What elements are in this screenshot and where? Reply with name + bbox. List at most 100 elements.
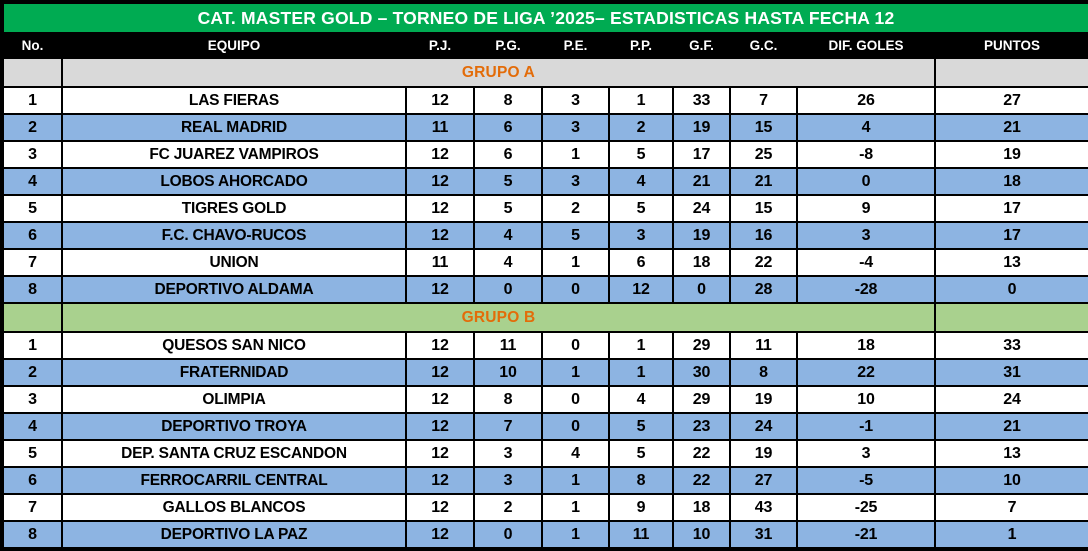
stat-gc-cell: 15: [729, 113, 798, 142]
stat-puntos-cell: 13: [934, 248, 1088, 277]
group-header-label: GRUPO A: [61, 57, 936, 88]
stat-dif-goles-cell: 22: [796, 358, 936, 387]
team-name-cell: DEPORTIVO LA PAZ: [61, 520, 407, 550]
stat-dif-goles-cell: 0: [796, 167, 936, 196]
stat-pp-cell: 8: [608, 466, 674, 495]
stat-gf-cell: 18: [672, 493, 731, 522]
group-header-spacer-right: [934, 57, 1088, 88]
group-header-spacer-left: [1, 302, 63, 333]
stat-dif-goles-cell: -8: [796, 140, 936, 169]
team-rank-cell: 3: [1, 385, 63, 414]
group-header-row: GRUPO B: [1, 302, 1088, 333]
team-name-cell: FC JUAREZ VAMPIROS: [61, 140, 407, 169]
stat-pj-cell: 12: [405, 194, 475, 223]
stat-pg-cell: 6: [473, 113, 543, 142]
stat-pe-cell: 3: [541, 167, 610, 196]
team-name-cell: F.C. CHAVO-RUCOS: [61, 221, 407, 250]
team-name-cell: UNION: [61, 248, 407, 277]
stat-pe-cell: 4: [541, 439, 610, 468]
stat-pp-cell: 4: [608, 385, 674, 414]
col-header-gf: G.F.: [672, 32, 731, 59]
stat-gc-cell: 43: [729, 493, 798, 522]
stat-pj-cell: 12: [405, 412, 475, 441]
stat-gc-cell: 19: [729, 385, 798, 414]
col-header-puntos: PUNTOS: [934, 32, 1088, 59]
stat-dif-goles-cell: 10: [796, 385, 936, 414]
team-rank-cell: 8: [1, 520, 63, 550]
stat-pe-cell: 1: [541, 493, 610, 522]
stat-gf-cell: 24: [672, 194, 731, 223]
stat-pp-cell: 5: [608, 439, 674, 468]
col-header-equipo: EQUIPO: [61, 32, 407, 59]
team-row: 3 FC JUAREZ VAMPIROS 12 6 1 5 17 25 -8 19: [1, 140, 1088, 169]
stat-pj-cell: 11: [405, 248, 475, 277]
stat-puntos-cell: 19: [934, 140, 1088, 169]
stat-gf-cell: 19: [672, 221, 731, 250]
stat-pj-cell: 12: [405, 385, 475, 414]
stat-gc-cell: 28: [729, 275, 798, 304]
col-header-pe: P.E.: [541, 32, 610, 59]
stat-pp-cell: 11: [608, 520, 674, 550]
stat-puntos-cell: 1: [934, 520, 1088, 550]
stat-pp-cell: 4: [608, 167, 674, 196]
stat-dif-goles-cell: 26: [796, 86, 936, 115]
team-row: 1 QUESOS SAN NICO 12 11 0 1 29 11 18 33: [1, 331, 1088, 360]
stat-dif-goles-cell: 9: [796, 194, 936, 223]
team-rank-cell: 5: [1, 439, 63, 468]
stat-puntos-cell: 21: [934, 113, 1088, 142]
group-header-row: GRUPO A: [1, 57, 1088, 88]
stat-pj-cell: 12: [405, 439, 475, 468]
stat-pe-cell: 3: [541, 113, 610, 142]
stat-pj-cell: 12: [405, 358, 475, 387]
team-rank-cell: 4: [1, 412, 63, 441]
team-name-cell: LOBOS AHORCADO: [61, 167, 407, 196]
stat-pp-cell: 3: [608, 221, 674, 250]
stat-dif-goles-cell: 18: [796, 331, 936, 360]
team-name-cell: GALLOS BLANCOS: [61, 493, 407, 522]
team-row: 8 DEPORTIVO LA PAZ 12 0 1 11 10 31 -21 1: [1, 520, 1088, 550]
stat-pe-cell: 0: [541, 412, 610, 441]
stat-dif-goles-cell: -25: [796, 493, 936, 522]
stat-dif-goles-cell: -21: [796, 520, 936, 550]
stat-pe-cell: 1: [541, 140, 610, 169]
stat-dif-goles-cell: -28: [796, 275, 936, 304]
stat-pj-cell: 12: [405, 331, 475, 360]
stat-puntos-cell: 17: [934, 194, 1088, 223]
stat-pp-cell: 5: [608, 412, 674, 441]
stat-pg-cell: 4: [473, 221, 543, 250]
team-row: 3 OLIMPIA 12 8 0 4 29 19 10 24: [1, 385, 1088, 414]
stat-pe-cell: 1: [541, 466, 610, 495]
team-rank-cell: 7: [1, 248, 63, 277]
stat-pe-cell: 0: [541, 385, 610, 414]
stat-gf-cell: 23: [672, 412, 731, 441]
stat-dif-goles-cell: -4: [796, 248, 936, 277]
stat-puntos-cell: 33: [934, 331, 1088, 360]
stat-gf-cell: 29: [672, 331, 731, 360]
stat-pg-cell: 0: [473, 275, 543, 304]
team-row: 6 FERROCARRIL CENTRAL 12 3 1 8 22 27 -5 10: [1, 466, 1088, 495]
team-rank-cell: 6: [1, 466, 63, 495]
team-row: 7 UNION 11 4 1 6 18 22 -4 13: [1, 248, 1088, 277]
stat-dif-goles-cell: 3: [796, 439, 936, 468]
stat-gf-cell: 18: [672, 248, 731, 277]
stat-pe-cell: 5: [541, 221, 610, 250]
team-name-cell: REAL MADRID: [61, 113, 407, 142]
team-row: 4 LOBOS AHORCADO 12 5 3 4 21 21 0 18: [1, 167, 1088, 196]
stat-puntos-cell: 24: [934, 385, 1088, 414]
stat-gc-cell: 19: [729, 439, 798, 468]
stat-pp-cell: 1: [608, 331, 674, 360]
stat-gc-cell: 31: [729, 520, 798, 550]
team-row: 5 DEP. SANTA CRUZ ESCANDON 12 3 4 5 22 19 3 13: [1, 439, 1088, 468]
team-rank-cell: 1: [1, 331, 63, 360]
stat-pj-cell: 12: [405, 86, 475, 115]
stat-pg-cell: 5: [473, 167, 543, 196]
team-name-cell: OLIMPIA: [61, 385, 407, 414]
stat-pj-cell: 11: [405, 113, 475, 142]
stat-puntos-cell: 21: [934, 412, 1088, 441]
stat-pj-cell: 12: [405, 167, 475, 196]
stat-gf-cell: 22: [672, 439, 731, 468]
stat-pg-cell: 5: [473, 194, 543, 223]
stat-gc-cell: 7: [729, 86, 798, 115]
team-rank-cell: 2: [1, 358, 63, 387]
